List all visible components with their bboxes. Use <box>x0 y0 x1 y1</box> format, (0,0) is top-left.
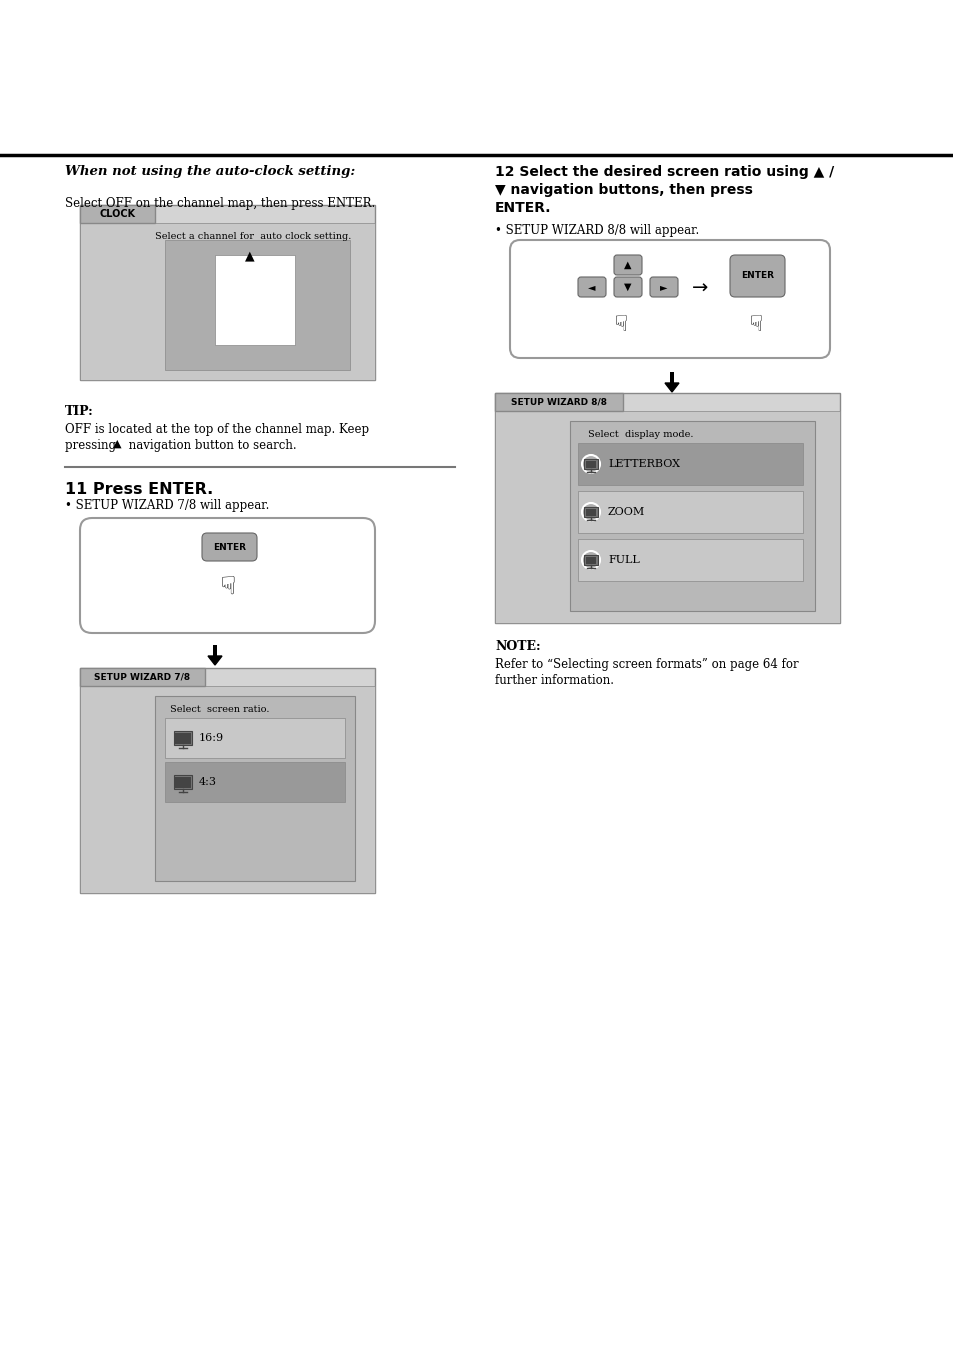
Bar <box>495 393 840 623</box>
Text: ▲: ▲ <box>245 249 254 262</box>
Text: CLOCK: CLOCK <box>99 209 135 219</box>
Text: OFF is located at the top of the channel map. Keep: OFF is located at the top of the channel… <box>65 423 369 436</box>
FancyBboxPatch shape <box>614 277 641 297</box>
Polygon shape <box>208 657 222 665</box>
Bar <box>80 223 375 380</box>
Bar <box>583 459 598 469</box>
Text: Select OFF on the channel map, then press ENTER.: Select OFF on the channel map, then pres… <box>65 197 375 209</box>
Text: ENTER: ENTER <box>740 272 773 281</box>
FancyBboxPatch shape <box>649 277 678 297</box>
Bar <box>80 205 375 380</box>
Bar <box>583 507 598 517</box>
Text: 11 Press ENTER.: 11 Press ENTER. <box>65 482 213 497</box>
Bar <box>80 667 375 893</box>
Text: Select  display mode.: Select display mode. <box>587 430 693 439</box>
Bar <box>585 557 596 563</box>
Text: Refer to “Selecting screen formats” on page 64 for: Refer to “Selecting screen formats” on p… <box>495 658 798 671</box>
Bar <box>569 422 814 611</box>
Text: When not using the auto-clock setting:: When not using the auto-clock setting: <box>65 165 355 178</box>
Text: ☞: ☞ <box>741 313 761 332</box>
Text: further information.: further information. <box>495 674 614 688</box>
Bar <box>495 411 840 623</box>
FancyBboxPatch shape <box>578 277 605 297</box>
Bar <box>174 732 191 743</box>
Text: FULL: FULL <box>607 555 639 565</box>
Text: ▲: ▲ <box>623 259 631 270</box>
FancyBboxPatch shape <box>80 517 375 634</box>
Bar <box>165 717 345 758</box>
Bar <box>80 686 375 893</box>
Text: TIP:: TIP: <box>65 405 93 417</box>
Circle shape <box>581 455 599 473</box>
Text: LETTERBOX: LETTERBOX <box>607 459 679 469</box>
Text: 16:9: 16:9 <box>199 734 224 743</box>
Bar <box>173 731 193 744</box>
Text: NOTE:: NOTE: <box>495 640 540 653</box>
Text: • SETUP WIZARD 8/8 will appear.: • SETUP WIZARD 8/8 will appear. <box>495 224 699 236</box>
Text: • SETUP WIZARD 7/8 will appear.: • SETUP WIZARD 7/8 will appear. <box>65 499 269 512</box>
Text: ENTER: ENTER <box>213 543 246 551</box>
Bar <box>214 255 294 345</box>
Bar <box>578 490 802 534</box>
Bar <box>80 205 154 223</box>
Bar <box>165 762 345 802</box>
Bar <box>669 372 674 382</box>
Text: ▼: ▼ <box>623 282 631 292</box>
Text: ENTER.: ENTER. <box>495 201 551 215</box>
FancyBboxPatch shape <box>729 255 784 297</box>
Text: SETUP WIZARD 7/8: SETUP WIZARD 7/8 <box>94 673 191 681</box>
Bar <box>174 777 191 788</box>
Bar <box>154 696 355 881</box>
Text: ◄: ◄ <box>588 282 595 292</box>
Text: ▼ navigation buttons, then press: ▼ navigation buttons, then press <box>495 182 752 197</box>
Bar <box>583 555 598 565</box>
Text: ZOOM: ZOOM <box>607 507 644 517</box>
Text: navigation button to search.: navigation button to search. <box>125 439 296 453</box>
Circle shape <box>581 551 599 569</box>
Text: ☞: ☞ <box>211 576 234 597</box>
Polygon shape <box>664 382 679 392</box>
Bar <box>80 667 205 686</box>
FancyBboxPatch shape <box>202 534 256 561</box>
Bar <box>495 393 622 411</box>
Text: ▲: ▲ <box>112 439 121 449</box>
Bar <box>578 539 802 581</box>
Bar <box>173 775 193 789</box>
Text: SETUP WIZARD 8/8: SETUP WIZARD 8/8 <box>511 397 606 407</box>
Bar <box>213 644 217 657</box>
Bar <box>585 461 596 467</box>
FancyBboxPatch shape <box>614 255 641 276</box>
Text: pressing: pressing <box>65 439 120 453</box>
Bar <box>578 443 802 485</box>
Text: ☞: ☞ <box>606 313 626 332</box>
Bar <box>585 508 596 516</box>
Circle shape <box>581 503 599 521</box>
Bar <box>165 240 350 370</box>
Text: 4:3: 4:3 <box>199 777 216 788</box>
Text: →: → <box>691 278 707 297</box>
Text: Select  screen ratio.: Select screen ratio. <box>170 705 269 713</box>
Text: Select a channel for  auto clock setting.: Select a channel for auto clock setting. <box>154 232 351 240</box>
Text: ►: ► <box>659 282 667 292</box>
FancyBboxPatch shape <box>510 240 829 358</box>
Text: 12 Select the desired screen ratio using ▲ /: 12 Select the desired screen ratio using… <box>495 165 839 178</box>
